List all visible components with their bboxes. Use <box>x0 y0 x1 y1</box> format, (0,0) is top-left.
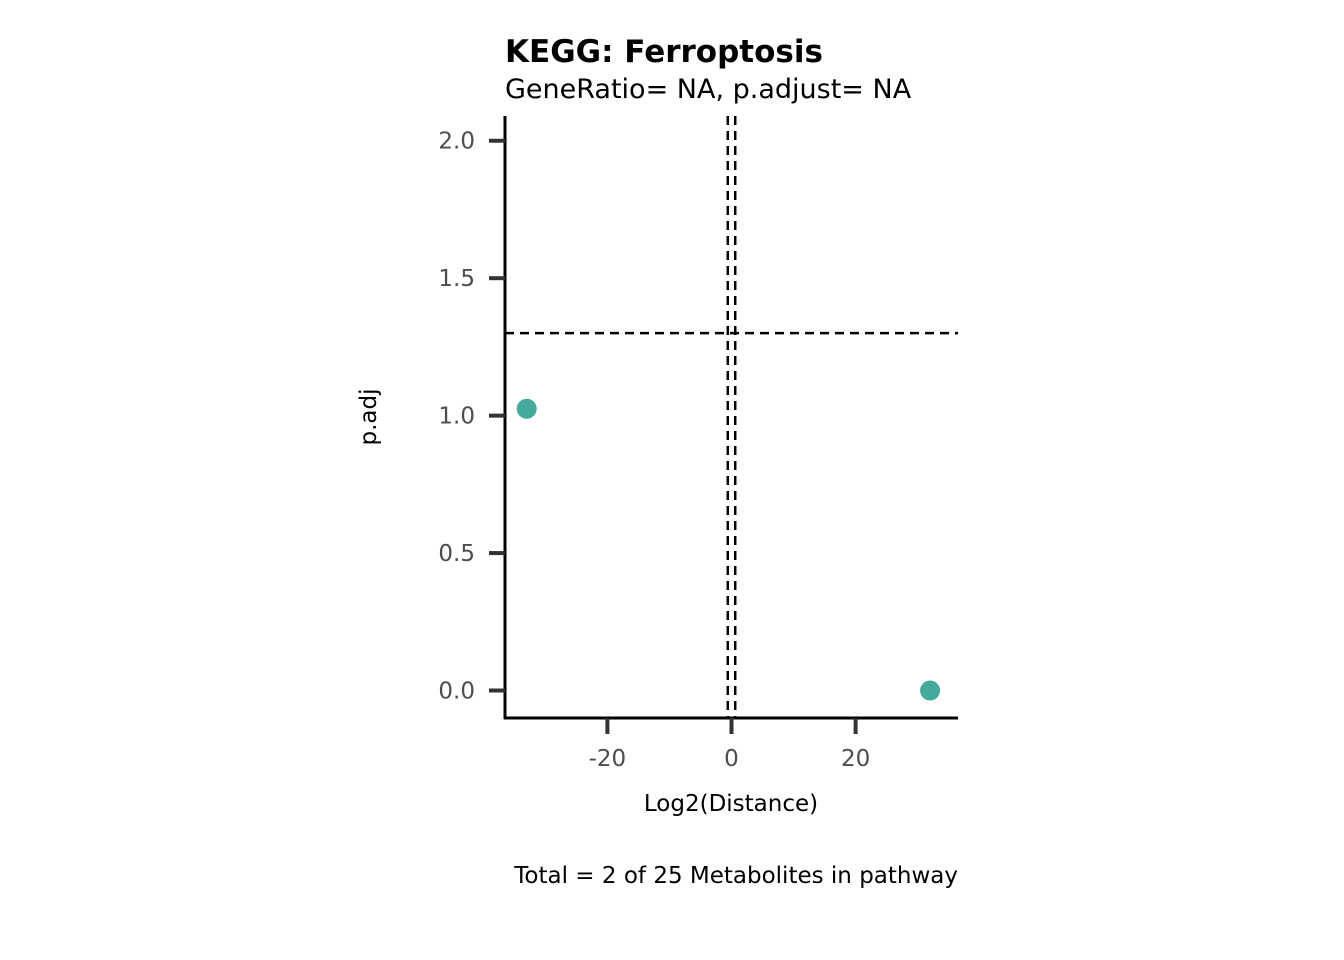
y-tick-label-2: 1.0 <box>438 404 475 430</box>
y-axis-title: p.adj <box>356 389 382 446</box>
x-tick-label-2: 20 <box>841 746 870 772</box>
reference-lines <box>505 116 958 718</box>
chart-caption: Total = 2 of 25 Metabolites in pathway <box>513 863 958 889</box>
y-tick-label-0: 0.0 <box>438 679 475 705</box>
x-tick-label-1: 0 <box>724 746 739 772</box>
x-tick-label-0: -20 <box>589 746 627 772</box>
y-tick-label-1: 0.5 <box>438 541 475 567</box>
y-tick-label-3: 1.5 <box>438 266 475 292</box>
data-point-1 <box>920 680 941 701</box>
data-points <box>516 398 941 701</box>
y-axis-ticks: 0.0 0.5 1.0 1.5 2.0 <box>438 129 505 705</box>
x-axis-title: Log2(Distance) <box>644 791 818 817</box>
y-tick-label-4: 2.0 <box>438 129 475 155</box>
x-axis-ticks: -20 0 20 <box>589 718 870 772</box>
chart-subtitle: GeneRatio= NA, p.adjust= NA <box>505 74 912 105</box>
data-point-0 <box>516 398 537 419</box>
chart-title: KEGG: Ferroptosis <box>505 34 823 70</box>
